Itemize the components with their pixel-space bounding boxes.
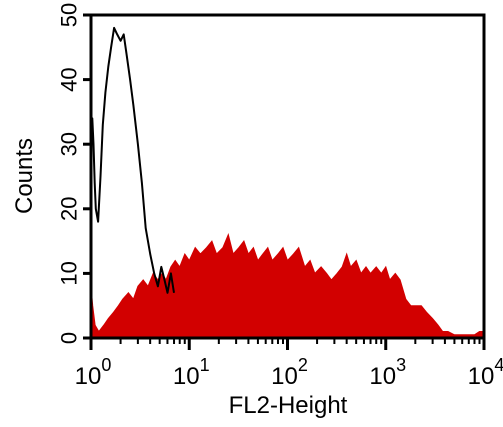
y-axis-title: Counts xyxy=(11,138,38,214)
x-tick-label: 103 xyxy=(369,355,406,390)
x-tick-label: 102 xyxy=(271,355,308,390)
y-tick-label: 0 xyxy=(57,332,82,344)
filled-histogram-series xyxy=(91,233,484,338)
x-tick-label: 104 xyxy=(468,355,503,390)
y-tick-label: 20 xyxy=(57,197,82,221)
y-tick-label: 30 xyxy=(57,132,82,156)
outline-histogram-series xyxy=(91,26,175,294)
x-axis-title: FL2-Height xyxy=(229,392,348,419)
ticks-layer: 0 10 20 30 40 50 100 101 102 103 104 xyxy=(57,3,503,390)
y-tick-label: 40 xyxy=(57,67,82,91)
y-tick-label: 10 xyxy=(57,261,82,285)
y-tick-label: 50 xyxy=(57,3,82,27)
x-tick-label: 101 xyxy=(173,355,210,390)
x-tick-label: 100 xyxy=(75,355,112,390)
series-layer xyxy=(91,26,484,338)
